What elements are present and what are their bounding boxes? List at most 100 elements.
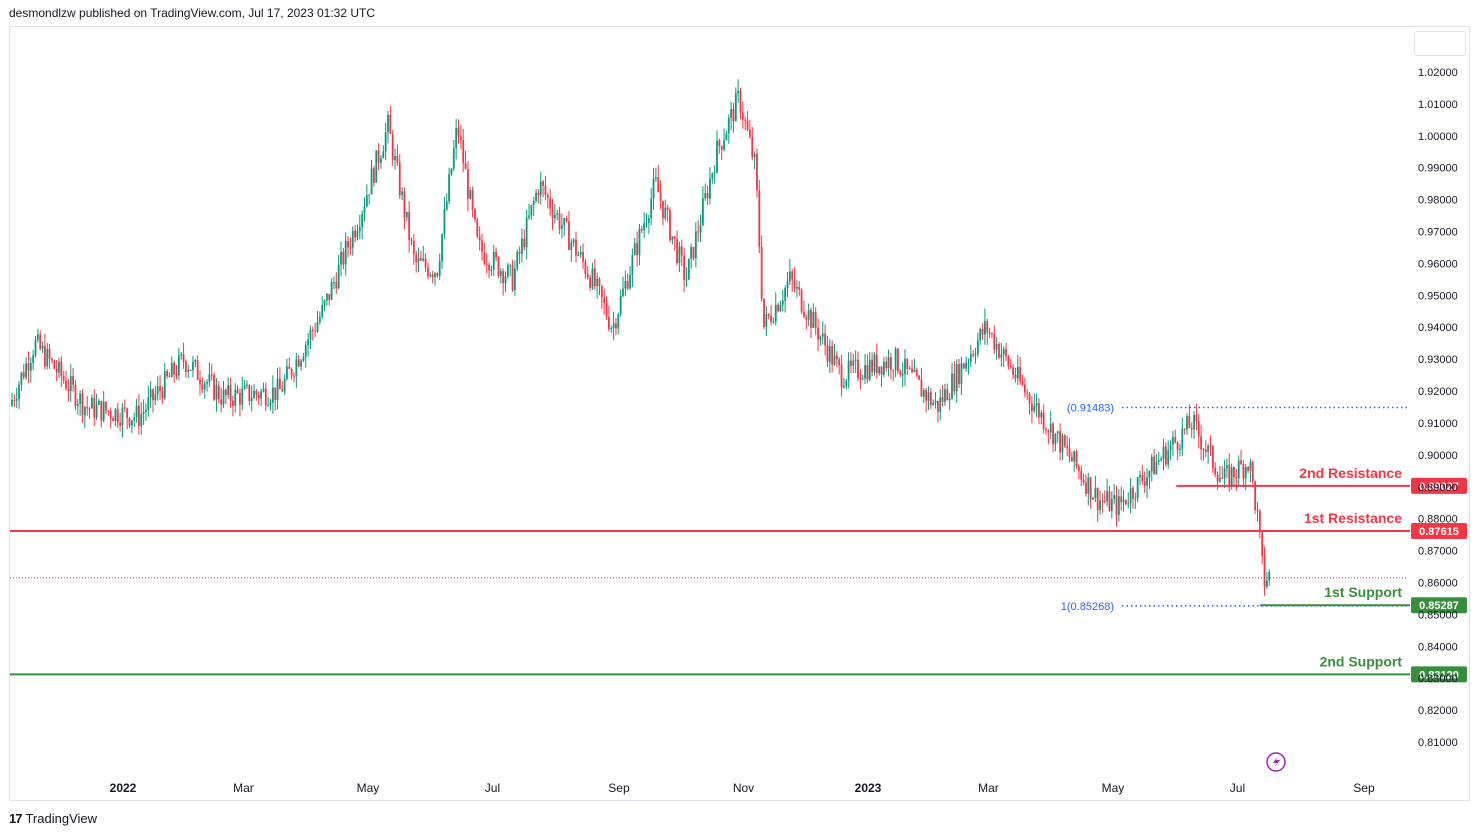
chart-frame[interactable] [9, 26, 1470, 801]
candle-body [739, 90, 742, 113]
candle-body [1125, 499, 1127, 504]
candle-body [20, 372, 23, 385]
candle-body [899, 371, 902, 375]
candlestick-series [11, 79, 1271, 596]
candle-body [109, 411, 112, 419]
candle-body [142, 411, 145, 414]
price-tick-label: 0.96000 [1418, 258, 1458, 270]
candle-body [1082, 479, 1085, 483]
candle-body [72, 376, 74, 385]
candle-body [93, 397, 96, 418]
candle-body [843, 386, 845, 388]
candle-body [123, 407, 126, 409]
candle-body [236, 389, 239, 393]
candle-body [737, 90, 740, 94]
candle-body [683, 255, 685, 280]
candle-body [210, 374, 213, 376]
candle-body [535, 192, 537, 202]
candle-body [177, 355, 180, 376]
candle-body [434, 273, 436, 278]
candle-body [1117, 496, 1120, 515]
level-price-badge [1411, 522, 1467, 539]
candle-body [185, 361, 187, 372]
candle-body [203, 383, 206, 390]
candle-body [1226, 465, 1228, 469]
candle-body [880, 366, 883, 375]
candle-body [262, 388, 265, 392]
candle-body [1059, 431, 1061, 453]
lightning-icon [1266, 752, 1286, 772]
candle-body [711, 173, 714, 179]
chart-corner-control[interactable] [1414, 31, 1466, 56]
candle-body [1162, 446, 1165, 459]
candle-body [758, 190, 761, 247]
candle-body [1209, 445, 1212, 447]
candle-body [824, 333, 826, 346]
candle-body [868, 359, 871, 380]
candle-body [561, 225, 563, 229]
candle-body [814, 311, 817, 328]
candle-body [828, 346, 831, 362]
candle-body [859, 377, 862, 380]
candle-body [716, 140, 718, 173]
candle-body [796, 286, 798, 289]
candle-body [812, 311, 815, 328]
candle-body [227, 385, 230, 395]
candle-body [403, 191, 406, 218]
candle-body [217, 385, 220, 400]
candle-body [149, 389, 152, 398]
candle-body [779, 304, 782, 312]
price-tick-label: 0.82000 [1418, 705, 1458, 717]
candle-body [622, 288, 624, 297]
candle-body [972, 354, 975, 356]
candle-body [445, 201, 448, 210]
candle-body [495, 251, 497, 258]
candle-body [199, 379, 201, 385]
candle-body [365, 195, 368, 207]
candle-body [1005, 349, 1007, 357]
candle-body [361, 213, 364, 228]
candle-body [91, 397, 93, 409]
price-tick-label: 0.87000 [1418, 546, 1458, 558]
candle-body [600, 286, 603, 298]
candle-body [866, 365, 869, 380]
candle-body [727, 117, 730, 134]
candle-body [749, 129, 751, 137]
candle-body [925, 390, 928, 401]
level-price-label: 0.89027 [1419, 481, 1459, 493]
candle-body [967, 361, 970, 363]
candle-body [1009, 366, 1012, 368]
price-tick-label: 0.92000 [1418, 386, 1458, 398]
candle-body [612, 323, 615, 329]
candle-body [1188, 416, 1191, 429]
candle-body [373, 168, 375, 183]
candle-body [765, 313, 768, 327]
candle-body [713, 172, 716, 174]
candle-body [88, 408, 91, 410]
candle-body [1167, 450, 1170, 465]
candle-body [483, 252, 486, 264]
candle-body [650, 198, 653, 218]
candle-body [532, 201, 535, 206]
candle-body [488, 264, 490, 271]
candle-body [187, 369, 190, 372]
candle-body [732, 108, 735, 122]
candle-body [904, 358, 906, 375]
candle-body [506, 265, 509, 277]
candle-body [551, 208, 554, 219]
candle-body [220, 399, 223, 405]
candle-body [847, 360, 850, 381]
candle-body [1139, 475, 1141, 478]
candle-body [730, 108, 732, 118]
candle-body [840, 365, 843, 388]
candle-body [965, 362, 967, 369]
candle-body [330, 282, 333, 300]
candle-body [1160, 458, 1163, 461]
candle-body [269, 402, 272, 406]
candle-body [248, 384, 251, 401]
candle-body [1221, 477, 1224, 479]
candle-body [937, 400, 939, 412]
candle-body [1261, 532, 1264, 557]
candle-body [718, 140, 721, 147]
